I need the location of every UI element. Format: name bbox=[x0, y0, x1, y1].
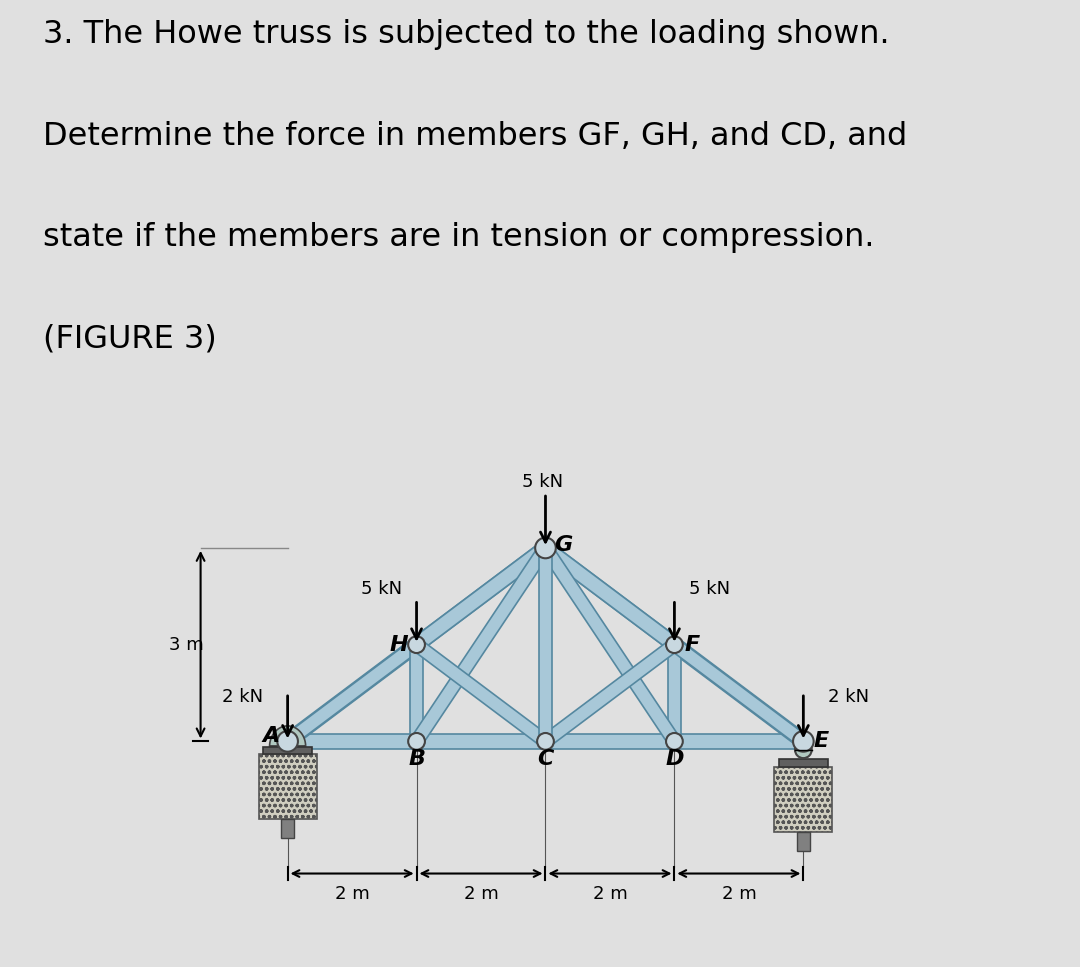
Polygon shape bbox=[410, 645, 423, 742]
Text: Determine the force in members GF, GH, and CD, and: Determine the force in members GF, GH, a… bbox=[43, 121, 907, 152]
Circle shape bbox=[666, 733, 683, 749]
Polygon shape bbox=[258, 754, 316, 819]
Circle shape bbox=[282, 738, 294, 749]
Polygon shape bbox=[540, 544, 680, 745]
Text: 2 m: 2 m bbox=[593, 885, 627, 903]
Circle shape bbox=[408, 733, 424, 749]
Text: E: E bbox=[813, 731, 829, 751]
Polygon shape bbox=[411, 544, 551, 745]
Text: 5 kN: 5 kN bbox=[689, 580, 730, 599]
Polygon shape bbox=[413, 542, 550, 651]
Polygon shape bbox=[283, 542, 550, 747]
Circle shape bbox=[408, 636, 424, 653]
Text: C: C bbox=[537, 749, 554, 770]
Polygon shape bbox=[797, 832, 810, 851]
Text: D: D bbox=[665, 749, 684, 770]
Circle shape bbox=[278, 731, 298, 751]
Polygon shape bbox=[413, 639, 550, 747]
Text: (FIGURE 3): (FIGURE 3) bbox=[43, 324, 217, 355]
Polygon shape bbox=[281, 819, 294, 838]
Polygon shape bbox=[541, 639, 678, 747]
Polygon shape bbox=[270, 726, 306, 747]
Polygon shape bbox=[284, 639, 420, 747]
Polygon shape bbox=[541, 542, 679, 651]
Text: F: F bbox=[685, 634, 700, 655]
Text: A: A bbox=[262, 726, 280, 747]
Circle shape bbox=[793, 731, 813, 751]
Text: G: G bbox=[554, 535, 572, 555]
Polygon shape bbox=[539, 548, 552, 742]
Polygon shape bbox=[667, 645, 681, 742]
Circle shape bbox=[666, 636, 683, 653]
Polygon shape bbox=[541, 542, 808, 747]
Circle shape bbox=[795, 742, 812, 758]
Text: 2 m: 2 m bbox=[463, 885, 498, 903]
Text: 2 m: 2 m bbox=[721, 885, 756, 903]
Polygon shape bbox=[264, 747, 312, 754]
Circle shape bbox=[536, 538, 556, 558]
Polygon shape bbox=[671, 639, 808, 747]
Text: 5 kN: 5 kN bbox=[361, 580, 402, 599]
Polygon shape bbox=[779, 759, 828, 767]
Text: 2 kN: 2 kN bbox=[828, 688, 869, 706]
Polygon shape bbox=[774, 767, 833, 832]
Text: 5 kN: 5 kN bbox=[522, 473, 563, 491]
Polygon shape bbox=[287, 734, 804, 748]
Text: state if the members are in tension or compression.: state if the members are in tension or c… bbox=[43, 222, 875, 253]
Text: H: H bbox=[389, 634, 408, 655]
Text: B: B bbox=[408, 749, 426, 770]
Circle shape bbox=[537, 733, 554, 749]
Text: 2 kN: 2 kN bbox=[221, 688, 264, 706]
Text: 3 m: 3 m bbox=[170, 635, 204, 654]
Text: 2 m: 2 m bbox=[335, 885, 369, 903]
Text: 3. The Howe truss is subjected to the loading shown.: 3. The Howe truss is subjected to the lo… bbox=[43, 19, 890, 50]
